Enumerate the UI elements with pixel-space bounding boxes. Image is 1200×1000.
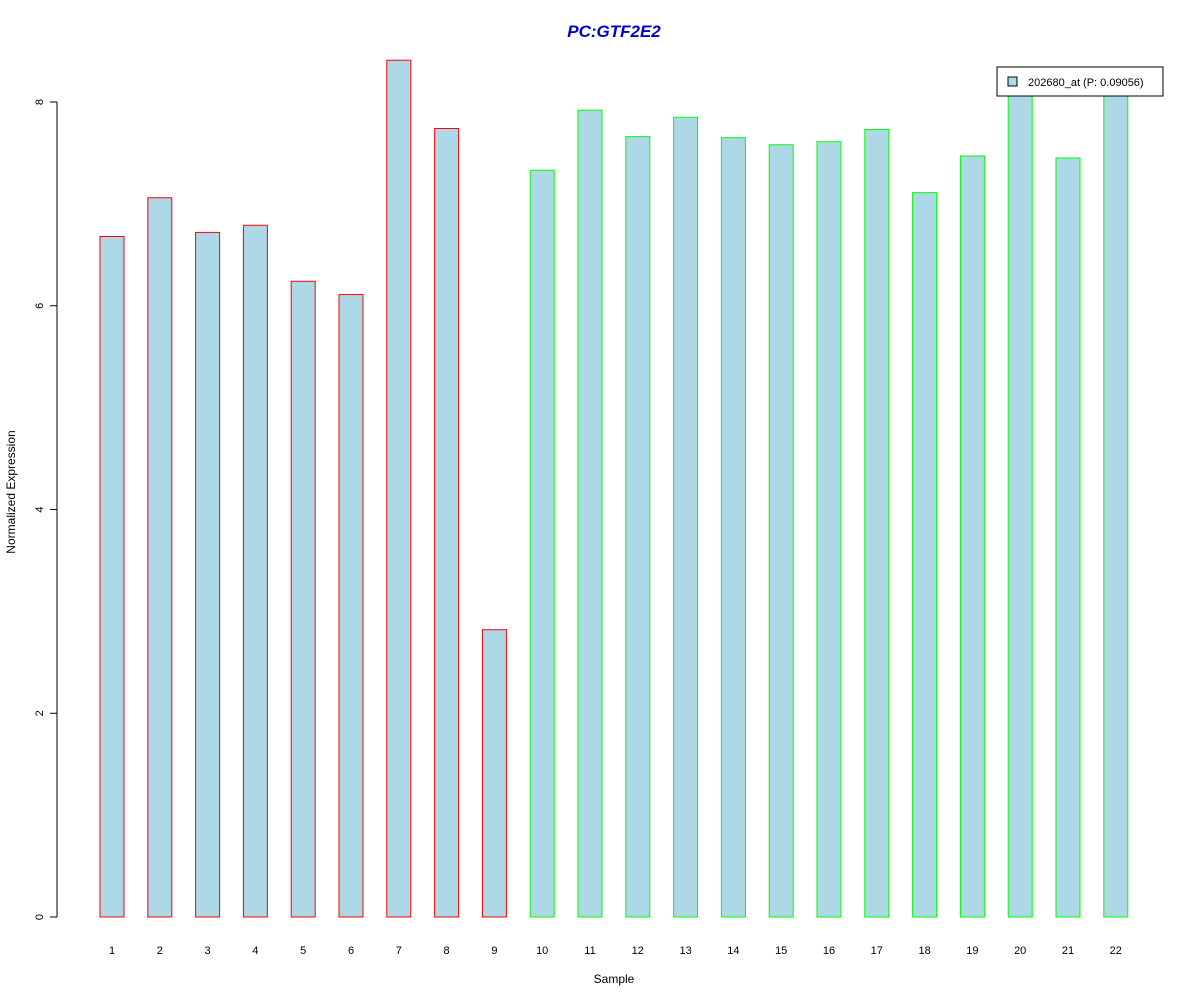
legend-swatch — [1007, 76, 1018, 87]
x-tick-label-19: 19 — [966, 945, 978, 957]
bar-sample-19 — [959, 155, 985, 918]
bar-sample-22 — [1103, 91, 1129, 918]
bar-sample-13 — [673, 116, 699, 918]
x-tick-label-9: 9 — [491, 945, 497, 957]
x-tick-label-12: 12 — [632, 945, 644, 957]
x-tick-label-22: 22 — [1110, 945, 1122, 957]
legend-box — [996, 66, 1164, 97]
bar-sample-7 — [386, 59, 412, 918]
x-tick-label-17: 17 — [871, 945, 883, 957]
bar-sample-9 — [481, 629, 507, 918]
x-tick-label-15: 15 — [775, 945, 787, 957]
x-tick-label-13: 13 — [679, 945, 691, 957]
bar-sample-3 — [195, 231, 221, 918]
bar-sample-18 — [912, 192, 938, 918]
x-tick-label-7: 7 — [396, 945, 402, 957]
x-tick-label-21: 21 — [1062, 945, 1074, 957]
y-tick-label: 2 — [34, 710, 46, 716]
chart-title: PC:GTF2E2 — [567, 22, 661, 41]
y-axis-label: Normalized Expression — [4, 430, 18, 553]
bar-sample-20 — [1007, 91, 1033, 918]
y-tick-label: 6 — [34, 303, 46, 309]
bar-sample-14 — [720, 137, 746, 918]
bar-sample-21 — [1055, 157, 1081, 918]
x-tick-label-14: 14 — [727, 945, 739, 957]
bar-sample-16 — [816, 141, 842, 918]
x-tick-label-16: 16 — [823, 945, 835, 957]
x-tick-label-18: 18 — [918, 945, 930, 957]
bar-sample-2 — [147, 197, 173, 918]
x-tick-label-5: 5 — [300, 945, 306, 957]
x-tick-label-6: 6 — [348, 945, 354, 957]
x-tick-label-2: 2 — [157, 945, 163, 957]
y-tick-label: 0 — [34, 914, 46, 920]
bar-sample-10 — [529, 169, 555, 918]
x-tick-label-11: 11 — [584, 945, 595, 957]
bar-sample-4 — [242, 224, 268, 918]
x-tick-label-3: 3 — [205, 945, 211, 957]
bars — [99, 59, 1129, 918]
x-axis-label: Sample — [594, 972, 635, 986]
legend: 202680_at (P: 0.09056) — [996, 66, 1164, 97]
bar-sample-6 — [338, 294, 364, 918]
bar-sample-17 — [864, 129, 890, 918]
legend-label: 202680_at (P: 0.09056) — [1028, 77, 1144, 89]
bar-sample-8 — [434, 127, 460, 918]
bar-sample-1 — [99, 235, 125, 918]
bar-sample-12 — [625, 136, 651, 918]
x-tick-label-8: 8 — [444, 945, 450, 957]
y-tick-label: 8 — [34, 99, 46, 105]
bar-sample-5 — [290, 280, 316, 918]
bar-sample-11 — [577, 109, 603, 918]
bar-sample-15 — [768, 144, 794, 918]
x-tick-label-20: 20 — [1014, 945, 1026, 957]
x-tick-label-1: 1 — [109, 945, 115, 957]
x-tick-label-10: 10 — [536, 945, 548, 957]
x-tick-labels: 1 2 3 4 5 6 7 8 9 10 11 12 13 14 15 16 17 18 19 20 21 22 — [109, 945, 1122, 957]
x-tick-label-4: 4 — [252, 945, 258, 957]
y-axis: 0 2 4 6 8 — [34, 99, 58, 920]
y-tick-label: 4 — [34, 506, 46, 512]
